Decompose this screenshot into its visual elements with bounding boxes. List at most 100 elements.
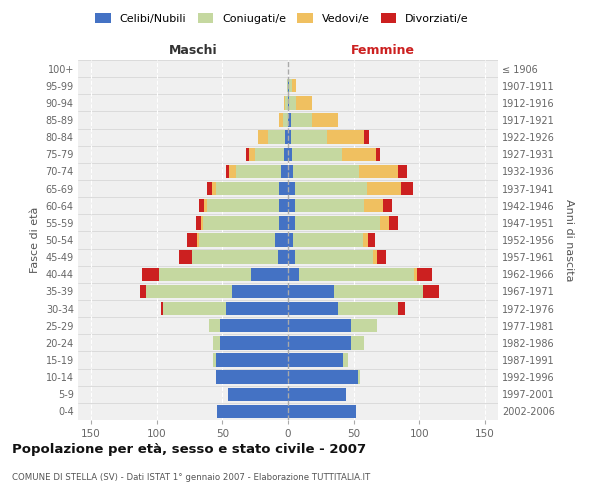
Bar: [363, 234, 368, 246]
Bar: [216, 354, 288, 366]
Bar: [213, 336, 220, 349]
Bar: [283, 114, 288, 126]
Bar: [275, 234, 288, 246]
Bar: [277, 250, 288, 264]
Bar: [268, 130, 286, 144]
Bar: [292, 148, 342, 161]
Bar: [202, 216, 203, 230]
Bar: [204, 199, 206, 212]
Legend: Celibi/Nubili, Coniugati/e, Vedovi/e, Divorziati/e: Celibi/Nubili, Coniugati/e, Vedovi/e, Di…: [93, 10, 471, 26]
Bar: [414, 268, 416, 281]
Bar: [288, 182, 295, 196]
Text: COMUNE DI STELLA (SV) - Dati ISTAT 1° gennaio 2007 - Elaborazione TUTTITALIA.IT: COMUNE DI STELLA (SV) - Dati ISTAT 1° ge…: [12, 472, 370, 482]
Bar: [199, 199, 204, 212]
Bar: [226, 164, 229, 178]
Bar: [187, 234, 197, 246]
Bar: [199, 234, 275, 246]
Bar: [288, 354, 343, 366]
Bar: [160, 268, 251, 281]
Bar: [212, 182, 216, 196]
Bar: [279, 199, 288, 212]
Bar: [288, 199, 295, 212]
Bar: [288, 404, 356, 418]
Bar: [338, 302, 398, 316]
Bar: [140, 284, 146, 298]
Bar: [295, 199, 364, 212]
Bar: [248, 148, 255, 161]
Bar: [380, 216, 389, 230]
Bar: [364, 130, 370, 144]
Bar: [367, 182, 401, 196]
Bar: [232, 284, 288, 298]
Bar: [229, 164, 235, 178]
Bar: [288, 148, 292, 161]
Text: Popolazione per età, sesso e stato civile - 2007: Popolazione per età, sesso e stato civil…: [12, 442, 366, 456]
Bar: [364, 199, 383, 212]
Bar: [288, 79, 289, 92]
Bar: [288, 370, 358, 384]
Bar: [288, 130, 290, 144]
Bar: [359, 164, 398, 178]
Bar: [351, 319, 377, 332]
Bar: [288, 164, 293, 178]
Bar: [398, 302, 405, 316]
Bar: [295, 182, 367, 196]
Bar: [161, 302, 163, 316]
Text: Maschi: Maschi: [169, 44, 218, 57]
Bar: [293, 164, 359, 178]
Bar: [288, 319, 351, 332]
Bar: [281, 164, 288, 178]
Bar: [288, 284, 334, 298]
Bar: [197, 234, 199, 246]
Bar: [220, 319, 288, 332]
Bar: [251, 268, 288, 281]
Bar: [292, 79, 296, 92]
Bar: [295, 216, 380, 230]
Bar: [376, 148, 380, 161]
Bar: [235, 164, 281, 178]
Bar: [295, 250, 373, 264]
Y-axis label: Fasce di età: Fasce di età: [30, 207, 40, 273]
Bar: [416, 268, 433, 281]
Y-axis label: Anni di nascita: Anni di nascita: [565, 198, 574, 281]
Bar: [213, 354, 216, 366]
Bar: [290, 130, 328, 144]
Bar: [217, 404, 288, 418]
Bar: [196, 216, 202, 230]
Bar: [383, 199, 392, 212]
Bar: [206, 199, 279, 212]
Bar: [288, 336, 351, 349]
Bar: [288, 114, 290, 126]
Bar: [284, 96, 286, 110]
Bar: [342, 148, 376, 161]
Bar: [255, 148, 284, 161]
Bar: [287, 79, 288, 92]
Bar: [343, 354, 349, 366]
Bar: [288, 302, 338, 316]
Bar: [258, 130, 268, 144]
Bar: [203, 216, 279, 230]
Bar: [290, 114, 311, 126]
Bar: [279, 182, 288, 196]
Bar: [179, 250, 192, 264]
Bar: [293, 234, 363, 246]
Bar: [351, 336, 364, 349]
Bar: [289, 96, 296, 110]
Bar: [358, 370, 360, 384]
Bar: [299, 268, 414, 281]
Bar: [226, 302, 288, 316]
Bar: [279, 216, 288, 230]
Bar: [398, 164, 407, 178]
Bar: [192, 250, 277, 264]
Bar: [311, 114, 338, 126]
Bar: [279, 114, 283, 126]
Text: Femmine: Femmine: [350, 44, 415, 57]
Bar: [423, 284, 439, 298]
Bar: [163, 302, 226, 316]
Bar: [334, 284, 423, 298]
Bar: [286, 96, 288, 110]
Bar: [216, 182, 279, 196]
Bar: [389, 216, 398, 230]
Bar: [146, 284, 232, 298]
Bar: [377, 250, 386, 264]
